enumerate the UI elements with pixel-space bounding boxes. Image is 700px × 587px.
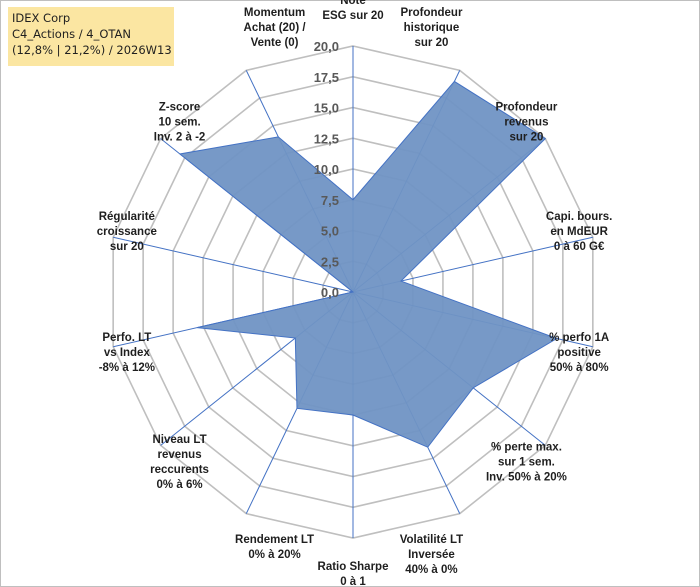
tick-label: 5,0	[321, 224, 339, 239]
axis-label: Note ESG sur 20	[322, 0, 383, 22]
axis-label: Z-score 10 sem. Inv. 2 à -2	[154, 101, 206, 143]
axis-label: Ratio Sharpe 0 à 1	[318, 561, 389, 587]
portfolio-name: C4_Actions / 4_OTAN	[12, 27, 132, 41]
axis-label: Perfo. LT vs Index -8% à 12%	[99, 332, 155, 374]
tick-label: 20,0	[314, 39, 339, 54]
performance-stats: (12,8% | 21,2%) / 2026W13	[12, 43, 172, 57]
axis-label: Momentum Achat (20) / Vente (0)	[244, 7, 307, 49]
tick-label: 7,5	[321, 193, 339, 208]
axis-label: Profondeur revenus sur 20	[495, 101, 557, 143]
radar-tick-labels: 0,0 2,5 5,0 7,5 10,0 12,5 15,0 17,5 20,0	[314, 39, 339, 300]
axis-spoke	[113, 236, 354, 293]
tick-label: 12,5	[314, 131, 339, 146]
axis-label: Profondeur historique sur 20	[400, 7, 462, 49]
tick-label: 15,0	[314, 101, 339, 116]
axis-label: Niveau LT revenus reccurents 0% à 6%	[150, 434, 209, 491]
company-name: IDEX Corp	[12, 11, 71, 25]
axis-label: % perte max. sur 1 sem. Inv. 50% à 20%	[486, 442, 567, 484]
radar-axis-labels: Note ESG sur 20 Profondeur historique sur 20…	[97, 0, 613, 587]
axis-label: Capi. bours. en MdEUR 0 à 60 G€	[546, 211, 612, 253]
radar-series	[178, 80, 559, 448]
chart-title-box: IDEX Corp C4_Actions / 4_OTAN (12,8% | 2…	[8, 7, 174, 66]
data-area	[178, 80, 559, 448]
tick-label: 2,5	[321, 254, 339, 269]
axis-label: % perfo 1A positive 50% à 80%	[549, 332, 609, 374]
tick-label: 17,5	[314, 70, 339, 85]
axis-label: Rendement LT 0% à 20%	[235, 534, 314, 561]
axis-label: Volatilité LT Inversée 40% à 0%	[400, 534, 463, 576]
axis-label: Régularité croissance sur 20	[97, 211, 157, 253]
tick-label: 0,0	[321, 285, 339, 300]
tick-label: 10,0	[314, 162, 339, 177]
